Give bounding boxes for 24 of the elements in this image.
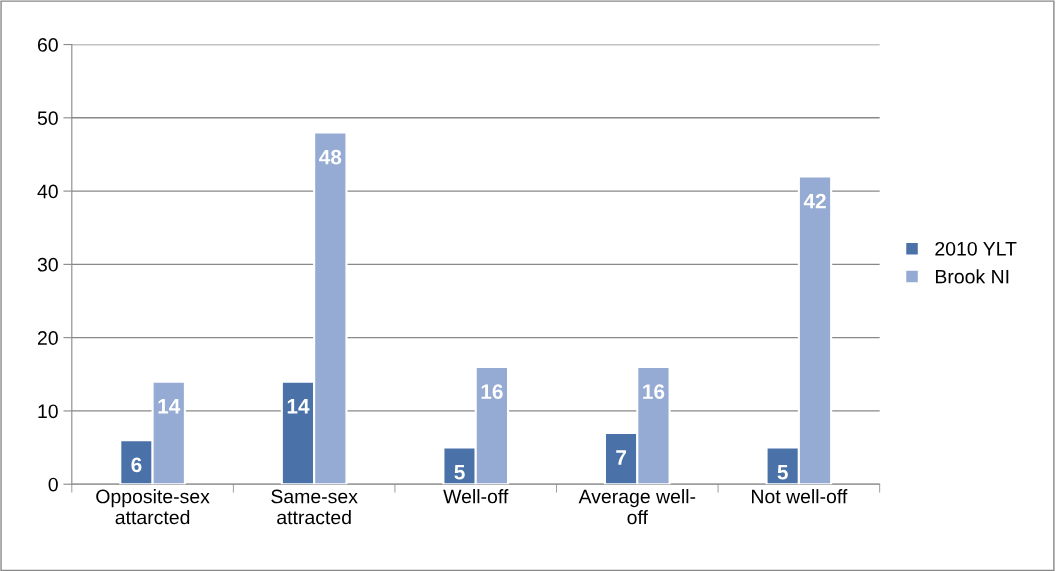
data-label: 48 (319, 149, 342, 165)
data-label: 5 (777, 465, 788, 480)
y-tick-label: 20 (37, 331, 58, 345)
y-tick-label: 0 (48, 477, 58, 492)
data-label: 7 (616, 450, 627, 465)
y-tick-label: 50 (37, 111, 58, 126)
legend-label: 2010 YLT (935, 241, 1017, 256)
x-tick-label: Same-sex attracted (271, 489, 358, 525)
x-tick-label: Average well- off (578, 489, 696, 525)
data-label: 14 (287, 399, 310, 414)
data-label: 42 (803, 193, 826, 209)
data-label: 16 (481, 384, 503, 399)
x-tick-label: Not well-off (752, 489, 848, 504)
x-tick-label: Well-off (443, 489, 509, 504)
x-tick-label: Opposite-sex attarcted (96, 489, 210, 525)
y-tick-label: 10 (38, 404, 58, 419)
y-tick-label: 30 (37, 257, 58, 272)
data-label: 16 (643, 384, 665, 399)
y-tick-label: 40 (37, 184, 58, 199)
y-tick-label: 60 (37, 38, 58, 52)
data-label: 6 (131, 457, 142, 473)
data-label: 5 (454, 465, 465, 480)
data-label: 14 (158, 399, 181, 414)
legend-label: Brook NI (935, 269, 1009, 284)
